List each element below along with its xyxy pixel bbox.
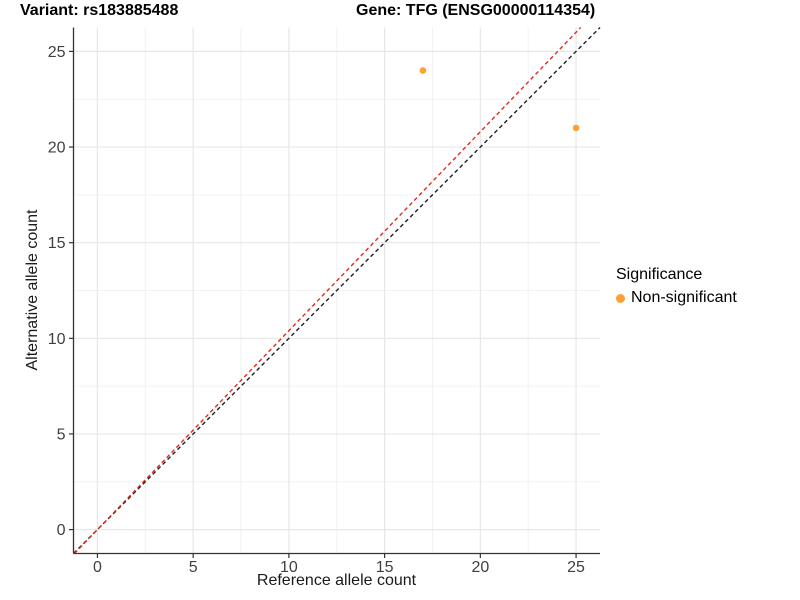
x-tick-label: 20 <box>471 559 489 576</box>
identity-line <box>73 27 601 554</box>
legend-point-icon <box>616 293 625 303</box>
y-tick-label: 10 <box>48 331 66 348</box>
y-tick-label: 25 <box>48 44 66 61</box>
plot-title-variant: Variant: rs183885488 <box>20 2 179 19</box>
y-tick-label: 5 <box>57 426 66 443</box>
y-tick-label: 20 <box>48 140 66 157</box>
data-point <box>572 124 580 132</box>
legend-item-label: Non-significant <box>631 289 737 306</box>
x-tick-label: 5 <box>189 559 198 576</box>
legend: Significance Non-significant <box>616 266 737 307</box>
data-point <box>419 67 427 74</box>
legend-item-non-significant: Non-significant <box>616 289 737 307</box>
legend-title: Significance <box>616 266 703 283</box>
x-tick-label: 0 <box>93 559 102 576</box>
y-tick-label: 0 <box>57 522 66 539</box>
y-axis-title: Alternative allele count <box>24 209 41 371</box>
x-tick-label: 15 <box>376 559 394 576</box>
x-tick-label: 10 <box>280 559 298 576</box>
x-axis-title: Reference allele count <box>256 572 417 589</box>
expected-ratio-line <box>73 27 582 554</box>
y-tick-label: 15 <box>48 235 66 252</box>
x-tick-label: 25 <box>567 559 585 576</box>
plot-title-gene: Gene: TFG (ENSG00000114354) <box>356 2 596 19</box>
